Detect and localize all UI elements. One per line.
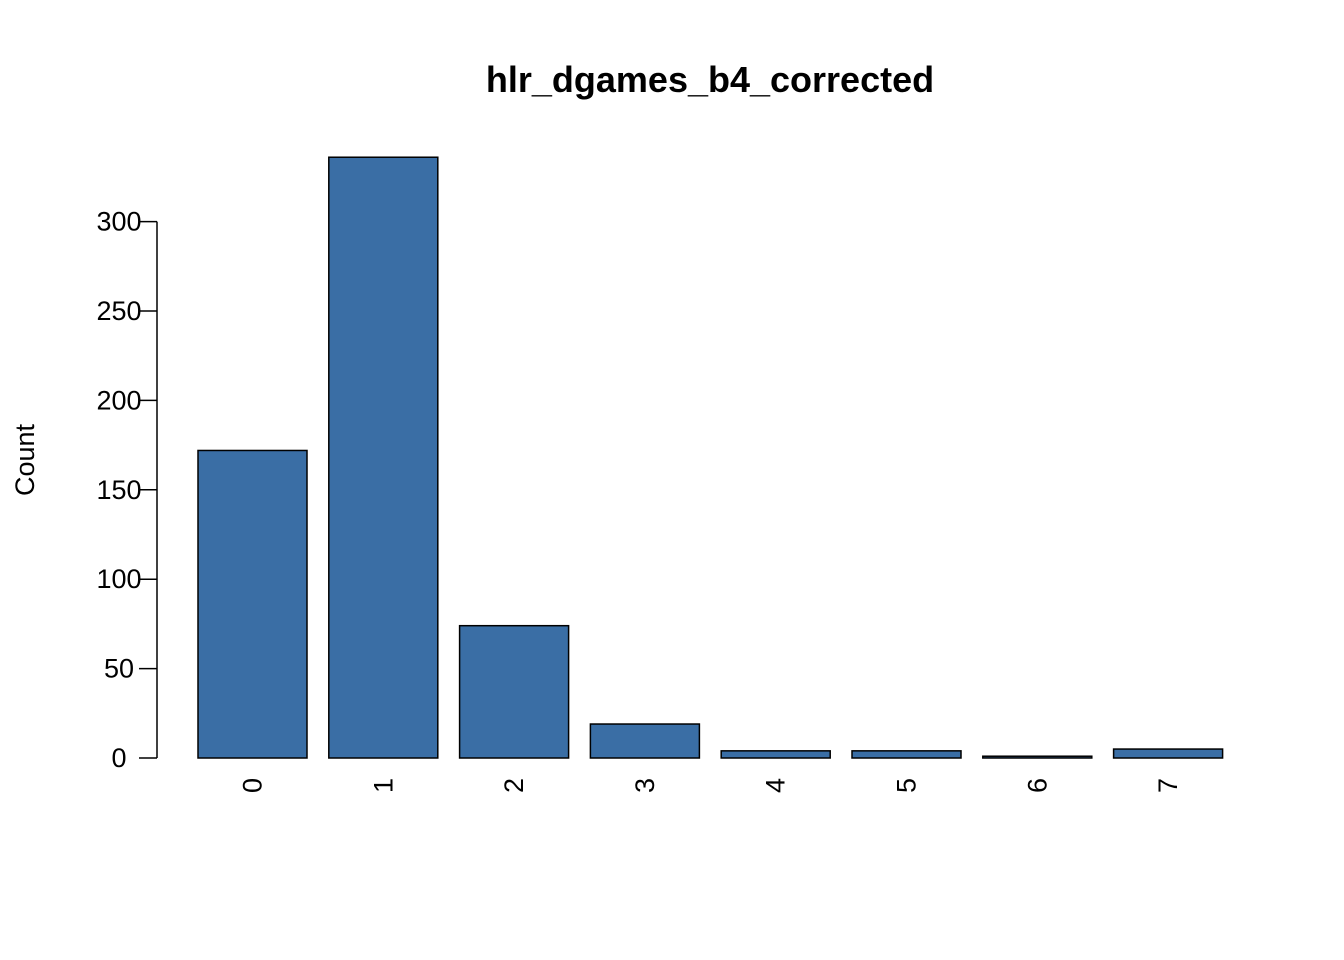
bar-7 (1112, 748, 1224, 759)
x-tick-label: 2 (499, 778, 529, 793)
x-tick-label: 7 (1153, 778, 1183, 793)
x-tick-label: 6 (1022, 778, 1052, 793)
bar-6 (982, 755, 1093, 759)
chart-title: hlr_dgames_b4_corrected (486, 59, 934, 100)
y-tick-label: 250 (96, 296, 141, 326)
x-axis-tick-labels: 0 1 2 3 4 5 6 7 (238, 778, 1184, 793)
y-tick-label: 150 (96, 475, 141, 505)
x-tick-label: 3 (630, 778, 660, 793)
x-tick-label: 1 (368, 778, 398, 793)
y-tick-label: 200 (96, 385, 141, 415)
x-tick-label: 4 (761, 778, 791, 793)
x-tick-label: 0 (238, 778, 268, 793)
y-tick-label: 100 (96, 564, 141, 594)
y-tick-label: 50 (104, 654, 134, 684)
bars (197, 156, 1224, 759)
bar-0 (197, 449, 308, 759)
x-tick-label: 5 (892, 778, 922, 793)
y-axis: 0 50 100 150 200 250 300 (96, 207, 158, 773)
y-axis-label: Count (10, 423, 40, 496)
bar-5 (851, 750, 962, 759)
bar-2 (458, 624, 570, 759)
y-tick-label: 0 (111, 743, 126, 773)
bar-3 (589, 723, 701, 759)
bar-1 (328, 156, 439, 759)
y-tick-label: 300 (96, 207, 141, 237)
bar-4 (720, 750, 831, 759)
